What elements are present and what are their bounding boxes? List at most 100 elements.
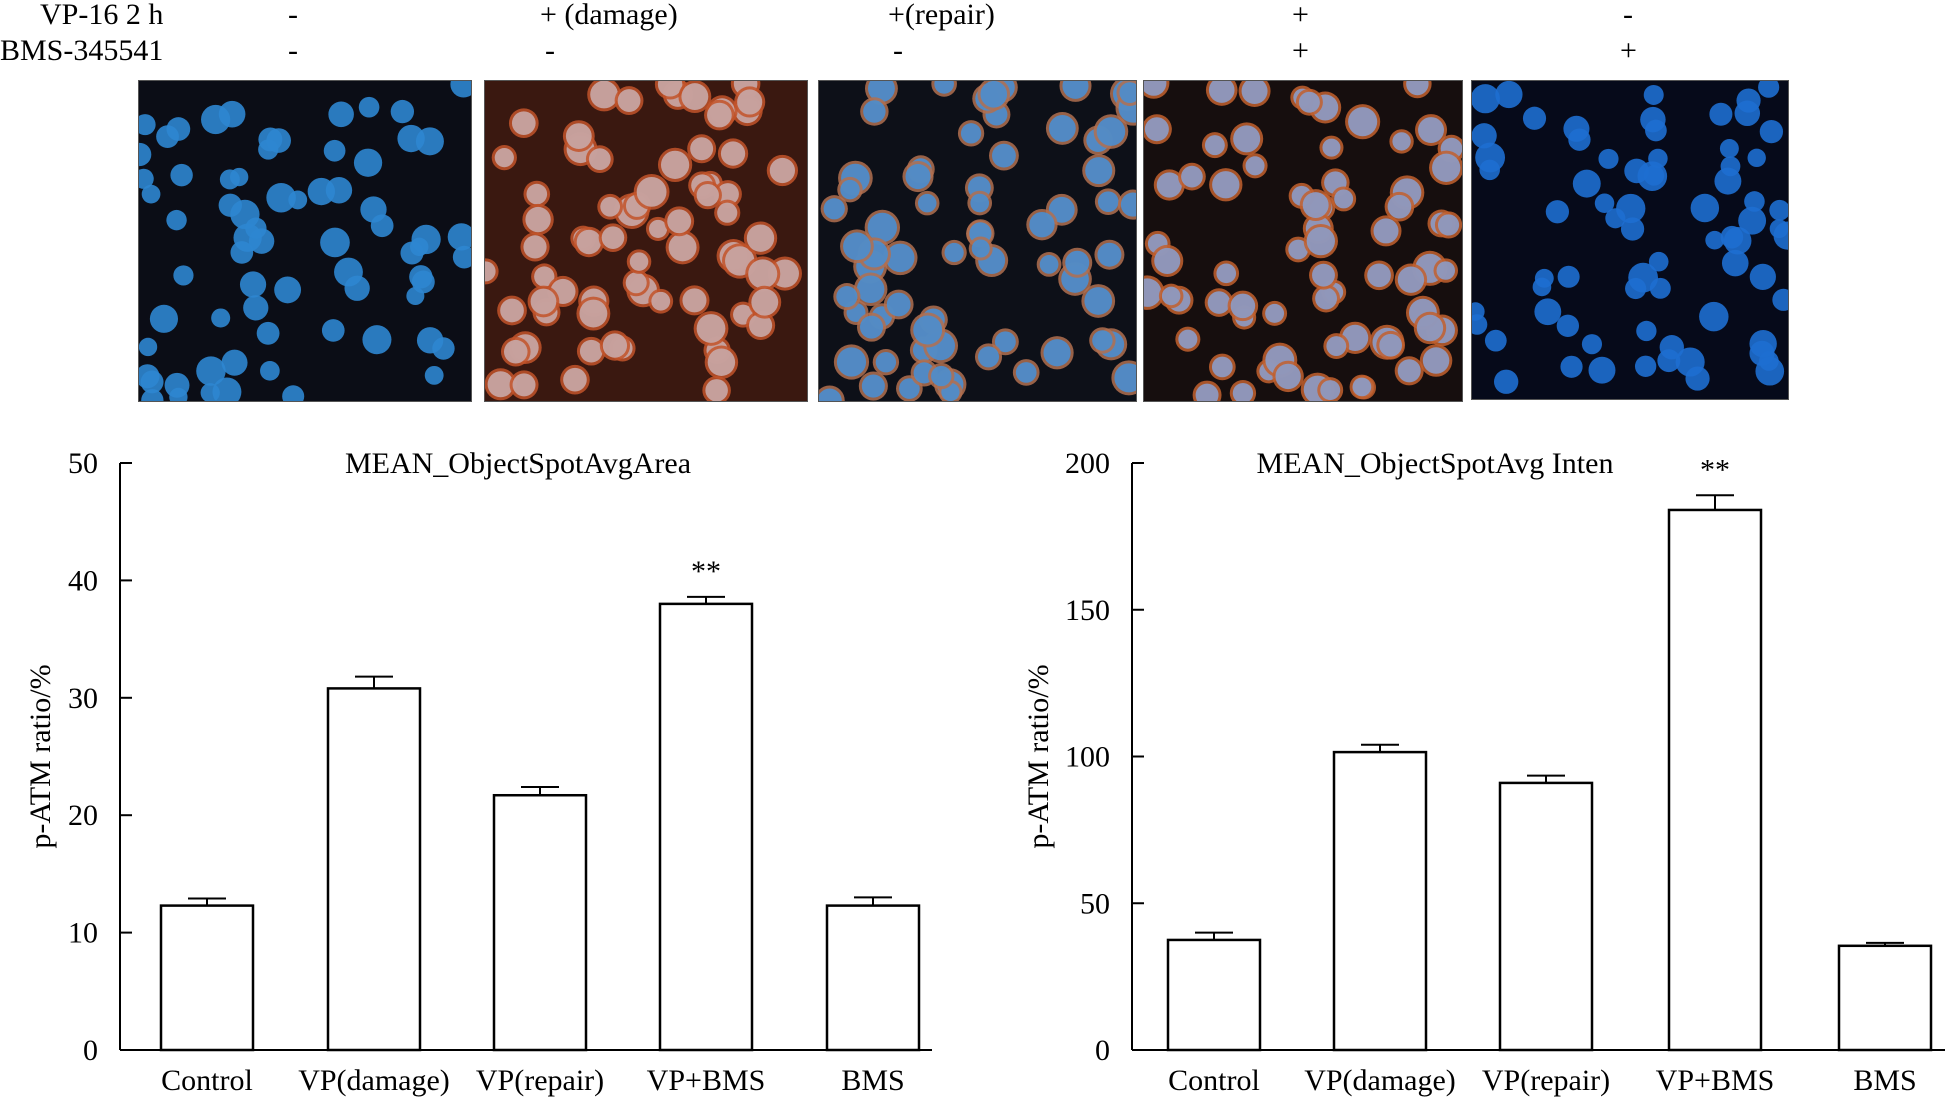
cell-nucleus: [899, 378, 920, 399]
cell-nucleus: [1379, 333, 1403, 357]
cell-nucleus: [1648, 251, 1669, 272]
cell-nucleus: [657, 81, 683, 97]
cell-nucleus: [1634, 355, 1657, 377]
cell-nucleus: [447, 223, 471, 251]
cell-nucleus: [1625, 277, 1647, 300]
cell-nucleus: [913, 315, 943, 345]
cell-nucleus: [1161, 286, 1181, 306]
cell-nucleus: [696, 183, 719, 207]
cell-nucleus: [266, 182, 296, 213]
cell-nucleus: [1720, 156, 1741, 177]
y-axis-label: p-ATM ratio/%: [1022, 664, 1055, 848]
cell-nucleus: [1534, 298, 1562, 326]
cell-nucleus: [1397, 359, 1421, 383]
cell-nucleus: [629, 252, 649, 271]
cell-nucleus: [1560, 355, 1583, 378]
cell-nucleus: [1744, 191, 1765, 212]
cell-nucleus: [1758, 81, 1780, 98]
cell-nucleus: [1637, 161, 1668, 192]
x-tick-label: Control: [161, 1064, 253, 1097]
cell-nucleus: [362, 325, 392, 355]
row-label-bms: BMS-345541: [0, 34, 164, 67]
cell-nucleus: [523, 235, 547, 259]
bms-vp-bms: +: [1292, 34, 1309, 67]
cell-nucleus: [1039, 255, 1059, 274]
row-label-vp16: VP-16 2 h: [40, 0, 164, 31]
cell-nucleus: [1029, 211, 1055, 238]
cell-nucleus: [1097, 191, 1119, 213]
cell-nucleus: [307, 177, 336, 206]
cell-nucleus: [1675, 347, 1705, 377]
vp16-repair: +(repair): [888, 0, 995, 31]
cell-nucleus: [1015, 362, 1037, 383]
cell-nucleus: [166, 209, 187, 231]
bar: [492, 793, 588, 1052]
vp16-damage: + (damage): [540, 0, 678, 31]
bms-damage: -: [545, 34, 555, 67]
cell-nucleus: [602, 333, 628, 358]
cell-nucleus: [905, 163, 931, 190]
cell-nucleus: [977, 346, 1000, 368]
bar: [1498, 781, 1594, 1052]
cell-nucleus: [836, 286, 858, 308]
micrograph-vp-bms: [1143, 80, 1463, 402]
cell-nucleus: [690, 137, 714, 161]
cell-nucleus: [258, 139, 279, 160]
cell-nucleus: [1085, 157, 1113, 185]
cell-nucleus: [397, 124, 425, 153]
cell-nucleus: [1709, 102, 1733, 126]
cell-nucleus: [861, 374, 885, 398]
cell-nucleus: [424, 365, 444, 385]
cell-nucleus: [934, 81, 954, 94]
cell-nucleus: [511, 111, 536, 135]
cell-nucleus: [173, 265, 194, 286]
cell-nucleus: [1397, 266, 1425, 293]
cell-nucleus: [1352, 377, 1372, 397]
x-tick-label: BMS: [841, 1064, 904, 1097]
cell-nucleus: [1406, 81, 1429, 96]
y-tick-label: 20: [68, 799, 98, 832]
cell-nucleus: [164, 372, 190, 398]
cell-nucleus: [823, 198, 845, 220]
bms-bms: +: [1620, 34, 1637, 67]
cell-nucleus: [1636, 320, 1657, 342]
cell-nucleus: [1772, 288, 1788, 311]
cell-nucleus: [1416, 314, 1444, 342]
x-tick-label: Control: [1168, 1064, 1260, 1097]
bms-control: -: [288, 34, 298, 67]
cell-nucleus: [1154, 247, 1181, 274]
y-tick-label: 0: [1095, 1034, 1110, 1067]
cell-nucleus: [1436, 261, 1456, 280]
y-tick-label: 10: [68, 917, 98, 950]
cell-nucleus: [1387, 194, 1412, 219]
cell-nucleus: [651, 291, 671, 311]
cell-nucleus: [660, 150, 690, 180]
cell-nucleus: [1312, 263, 1335, 287]
cell-nucleus: [1315, 287, 1338, 310]
y-tick-label: 150: [1065, 594, 1110, 627]
cell-nucleus: [1156, 172, 1182, 198]
cell-nucleus: [1721, 249, 1749, 277]
cell-nucleus: [682, 288, 707, 313]
cell-nucleus: [494, 148, 514, 168]
cell-nucleus: [705, 379, 728, 401]
cell-nucleus: [1705, 230, 1724, 250]
x-tick-label: BMS: [1853, 1064, 1916, 1097]
cell-nucleus: [1572, 169, 1601, 198]
cell-nucleus: [432, 337, 455, 360]
cell-nucleus: [1699, 301, 1729, 332]
significance-label: **: [691, 555, 721, 588]
cell-nucleus: [749, 313, 773, 337]
cell-nucleus: [1241, 81, 1268, 104]
cell-nucleus: [1144, 278, 1162, 307]
cell-nucleus: [720, 141, 746, 166]
cell-nucleus: [221, 349, 248, 376]
cell-nucleus: [256, 321, 280, 345]
cell-nucleus: [450, 81, 471, 98]
cell-nucleus: [500, 298, 524, 323]
cell-nucleus: [323, 139, 346, 162]
cell-nucleus: [737, 89, 763, 115]
cell-nucleus: [625, 272, 647, 294]
cell-nucleus: [1097, 242, 1122, 267]
cell-nucleus: [1690, 193, 1720, 223]
